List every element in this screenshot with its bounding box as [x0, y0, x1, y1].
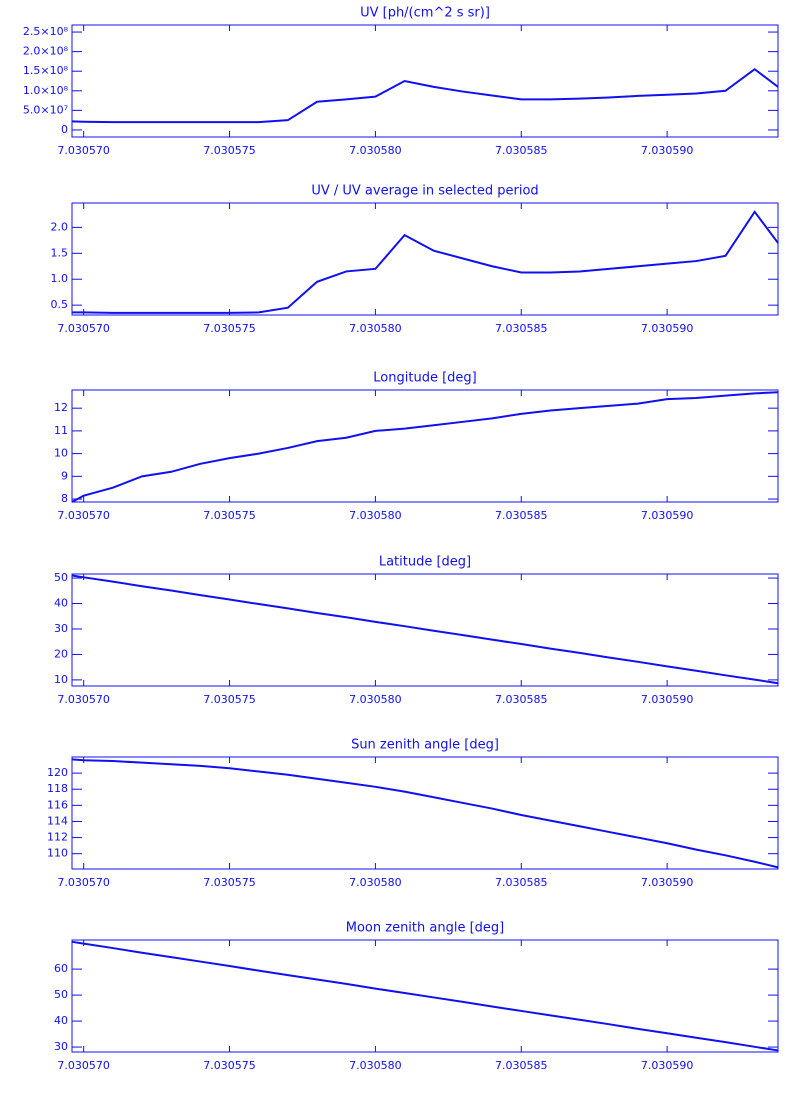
x-tick-label: 7.030590 [641, 509, 694, 522]
y-tick-label: 0.5 [51, 298, 69, 311]
y-tick-label: 10 [54, 447, 68, 460]
y-tick-label: 114 [47, 814, 68, 827]
x-tick-label: 7.030580 [349, 322, 402, 335]
plot-frame [71, 202, 779, 316]
x-tick-label: 7.030570 [57, 322, 110, 335]
data-line [71, 574, 779, 685]
plot-frame [71, 573, 779, 687]
y-tick-label: 9 [61, 469, 68, 482]
x-tick-label: 7.030585 [495, 322, 548, 335]
x-tick-label: 7.030575 [203, 693, 256, 706]
y-tick-label: 10 [54, 673, 68, 686]
y-tick-label: 30 [54, 1040, 68, 1053]
data-line [71, 68, 779, 124]
y-tick-label: 12 [54, 401, 68, 414]
y-tick-label: 110 [47, 847, 68, 860]
plot-frame [71, 24, 779, 138]
y-tick-label: 116 [47, 798, 68, 811]
plot-frame [71, 756, 779, 870]
x-tick-label: 7.030585 [495, 1059, 548, 1072]
y-tick-label: 2.5×10⁸ [23, 25, 69, 38]
x-tick-label: 7.030570 [57, 693, 110, 706]
y-tick-label: 1.5×10⁸ [23, 64, 69, 77]
chart-title: UV / UV average in selected period [311, 184, 538, 199]
plot-frame [71, 389, 779, 503]
y-tick-label: 120 [47, 766, 68, 779]
x-tick-label: 7.030585 [495, 876, 548, 889]
y-tick-label: 5.0×10⁷ [23, 103, 68, 116]
y-tick-label: 0 [61, 123, 68, 136]
chart-title: Latitude [deg] [379, 555, 471, 570]
y-tick-label: 40 [54, 1014, 68, 1027]
x-tick-label: 7.030585 [495, 509, 548, 522]
y-tick-label: 8 [61, 492, 68, 505]
x-tick-label: 7.030590 [641, 1059, 694, 1072]
y-tick-label: 1.0 [51, 272, 69, 285]
data-line [71, 940, 779, 1052]
x-tick-label: 7.030570 [57, 1059, 110, 1072]
y-tick-label: 1.5 [51, 246, 69, 259]
y-tick-label: 60 [54, 962, 68, 975]
x-tick-label: 7.030570 [57, 144, 110, 157]
y-tick-label: 1.0×10⁸ [23, 84, 69, 97]
x-tick-label: 7.030570 [57, 876, 110, 889]
x-tick-label: 7.030575 [203, 144, 256, 157]
x-tick-label: 7.030590 [641, 876, 694, 889]
y-tick-label: 40 [54, 597, 68, 610]
x-tick-label: 7.030575 [203, 876, 256, 889]
x-tick-label: 7.030580 [349, 876, 402, 889]
chart-title: Sun zenith angle [deg] [351, 738, 499, 753]
y-tick-label: 50 [54, 988, 68, 1001]
y-tick-label: 2.0 [51, 220, 69, 233]
y-tick-label: 2.0×10⁸ [23, 45, 69, 58]
x-tick-label: 7.030590 [641, 144, 694, 157]
x-tick-label: 7.030580 [349, 693, 402, 706]
y-tick-label: 30 [54, 622, 68, 635]
x-tick-label: 7.030575 [203, 1059, 256, 1072]
data-line [71, 758, 779, 869]
x-tick-label: 7.030585 [495, 144, 548, 157]
chart-title: Moon zenith angle [deg] [346, 921, 504, 936]
x-tick-label: 7.030580 [349, 144, 402, 157]
data-line [72, 210, 779, 314]
y-tick-label: 112 [47, 831, 68, 844]
x-tick-label: 7.030575 [203, 322, 256, 335]
chart-title: UV [ph/(cm^2 s sr)] [360, 6, 490, 21]
x-tick-label: 7.030590 [641, 693, 694, 706]
y-tick-label: 11 [54, 424, 68, 437]
x-tick-label: 7.030580 [349, 1059, 402, 1072]
x-tick-label: 7.030575 [203, 509, 256, 522]
data-line [71, 391, 779, 503]
x-tick-label: 7.030580 [349, 509, 402, 522]
x-tick-label: 7.030570 [57, 509, 110, 522]
plot-frame [71, 939, 779, 1053]
y-tick-label: 118 [47, 782, 68, 795]
x-tick-label: 7.030585 [495, 693, 548, 706]
y-tick-label: 20 [54, 647, 68, 660]
x-tick-label: 7.030590 [641, 322, 694, 335]
y-tick-label: 50 [54, 571, 68, 584]
chart-title: Longitude [deg] [373, 371, 476, 386]
